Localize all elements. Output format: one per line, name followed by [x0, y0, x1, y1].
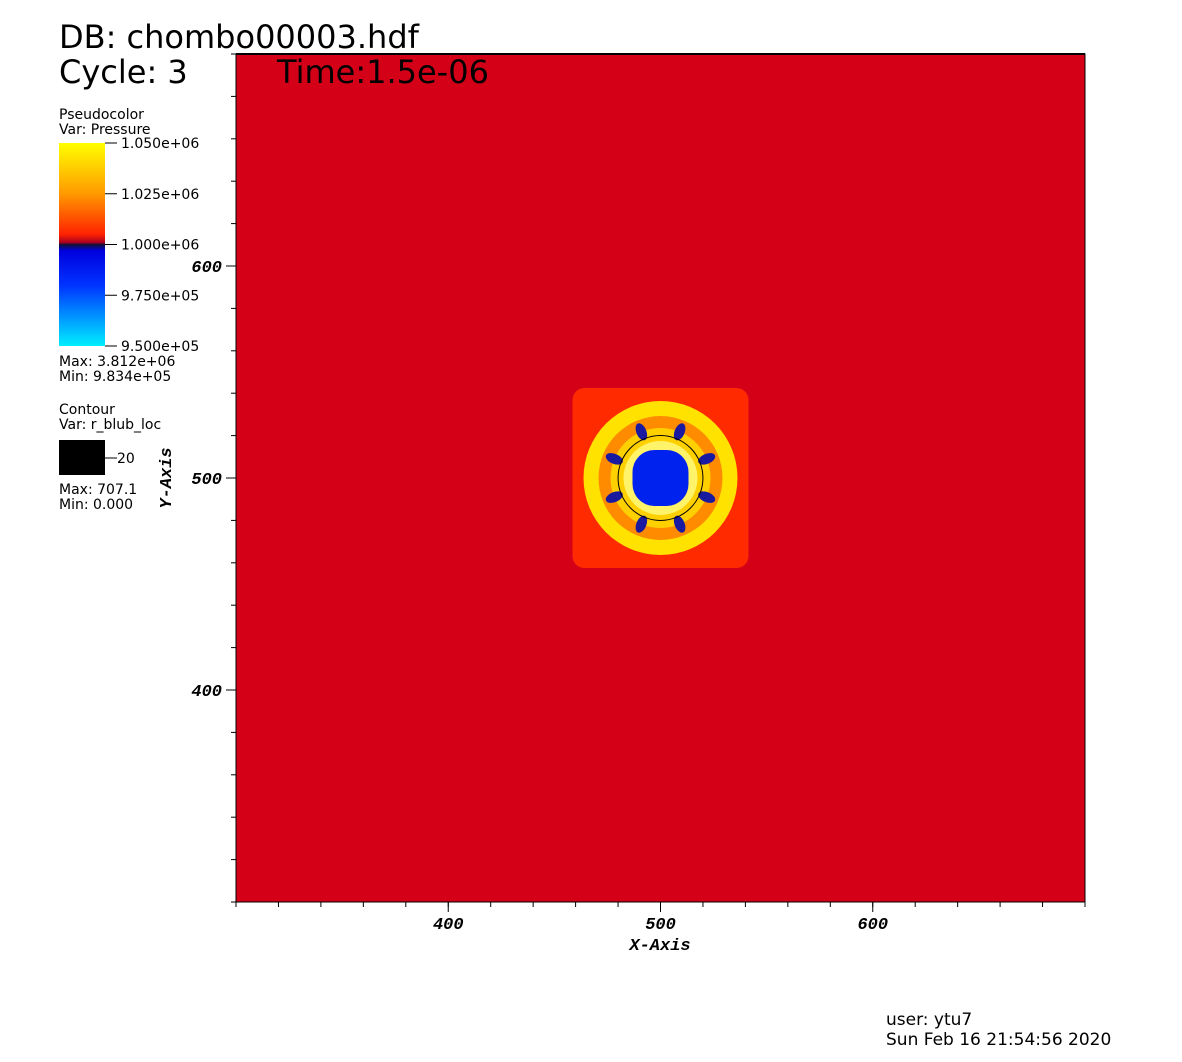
contour-plot: Contour — [59, 402, 115, 418]
colorbar-label: 9.750e+05 — [121, 288, 199, 304]
field-blob — [635, 515, 648, 533]
field-blob — [605, 491, 623, 503]
legend-min: Min: 9.834e+05 — [59, 369, 171, 385]
x-tick-label: 400 — [433, 916, 464, 935]
contour-line — [617, 435, 704, 521]
legend-plot: Pseudocolor — [59, 107, 144, 123]
field-core — [632, 450, 689, 506]
field-blob — [698, 491, 716, 503]
user: user: ytu7 — [886, 1010, 972, 1030]
y-tick-label: 500 — [191, 471, 222, 490]
y-tick-label: 400 — [191, 683, 222, 702]
cycle: Cycle: 3 — [59, 53, 188, 91]
y-axis-label: Y-Axis — [158, 447, 177, 508]
field-blob — [698, 453, 716, 465]
y-tick-label: 600 — [191, 259, 222, 278]
x-axis-label: X-Axis — [628, 937, 690, 956]
x-tick-label: 500 — [645, 916, 676, 935]
date: Sun Feb 16 21:54:56 2020 — [886, 1030, 1111, 1050]
x-tick-label: 600 — [857, 916, 888, 935]
contour-max: Max: 707.1 — [59, 482, 137, 498]
colorbar-label: 1.000e+06 — [121, 238, 199, 254]
title: DB: chombo00003.hdf — [59, 18, 420, 56]
field-blob — [673, 423, 686, 441]
contour-swatch — [59, 440, 105, 475]
colorbar-label: 9.500e+05 — [121, 339, 199, 355]
colorbar-label: 1.025e+06 — [121, 187, 199, 203]
colorbar-label: 1.050e+06 — [121, 136, 199, 152]
field-blob — [605, 453, 623, 465]
field-blob — [635, 423, 648, 441]
legend-var: Var: Pressure — [59, 122, 151, 138]
legend-max: Max: 3.812e+06 — [59, 354, 175, 370]
plot-area — [236, 54, 1085, 902]
contour-legend-label: 20 — [117, 451, 135, 467]
contour-var: Var: r_blub_loc — [59, 417, 161, 433]
colorbar — [59, 143, 105, 346]
field-blob — [673, 515, 686, 533]
time: Time:1.5e-06 — [276, 53, 489, 91]
contour-min: Min: 0.000 — [59, 497, 133, 513]
